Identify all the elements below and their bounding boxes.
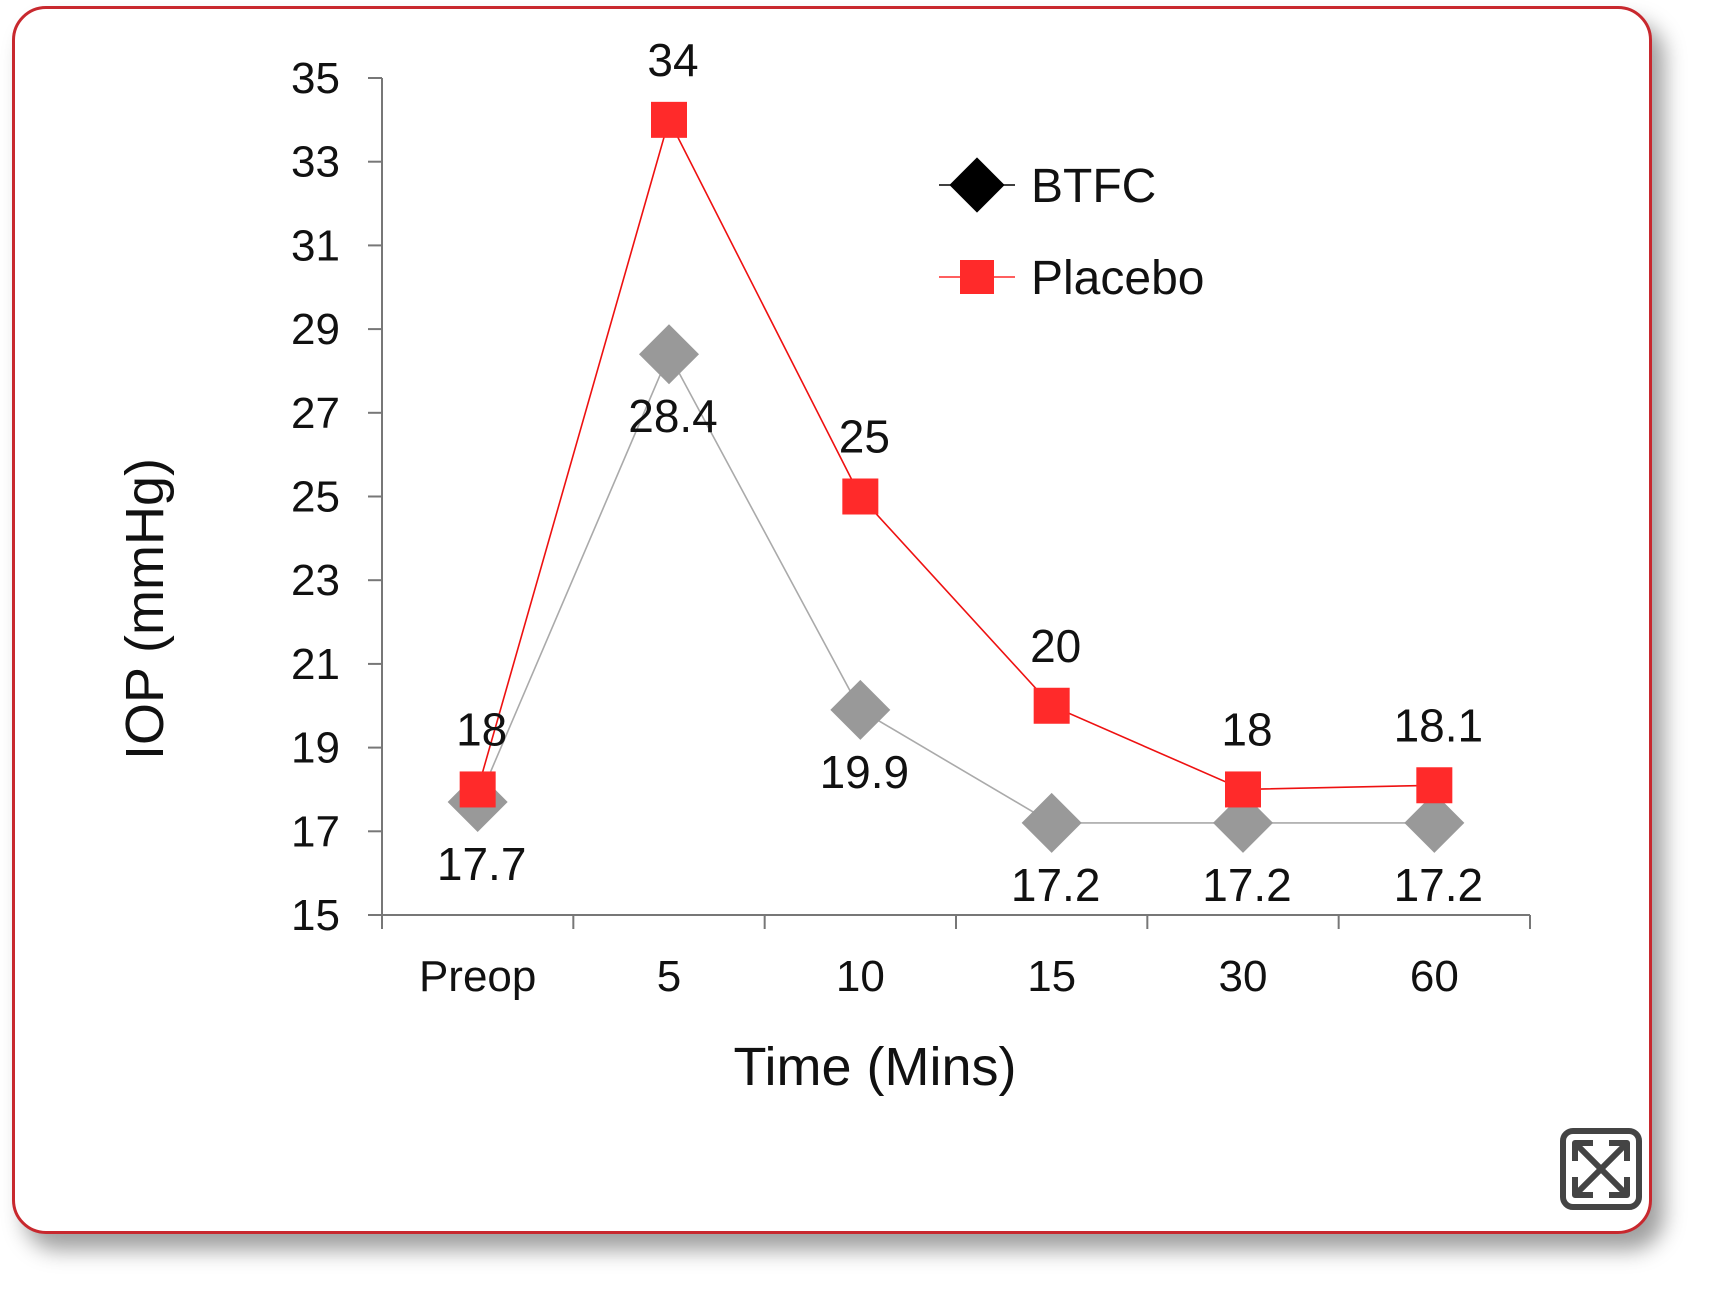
btfc-legend-marker — [949, 157, 1005, 213]
y-axis-title: IOP (mmHg) — [115, 458, 175, 760]
y-tick-label: 25 — [291, 473, 340, 522]
x-axis-title: Time (Mins) — [734, 1037, 1017, 1097]
btfc-point — [830, 679, 891, 740]
legend: BTFC Placebo — [939, 157, 1204, 305]
placebo-data-label: 25 — [839, 411, 890, 463]
y-tick-label: 19 — [291, 724, 340, 773]
placebo-data-label: 34 — [647, 34, 698, 86]
placebo-point — [1416, 767, 1453, 804]
placebo-point — [1225, 771, 1261, 808]
btfc-point — [1404, 792, 1465, 853]
btfc-point — [1213, 792, 1273, 853]
x-tick-label: 10 — [836, 952, 885, 1001]
x-tick-label: 60 — [1410, 952, 1459, 1001]
y-tick-label: 29 — [291, 305, 340, 354]
x-tick-label: 5 — [657, 952, 681, 1001]
x-tick-label: 15 — [1027, 952, 1076, 1001]
x-tick-label: 30 — [1219, 952, 1268, 1001]
y-tick-label: 35 — [291, 54, 340, 103]
btfc-data-label: 17.2 — [1011, 859, 1101, 911]
series-lines — [476, 117, 1435, 824]
y-tick-label: 15 — [291, 891, 340, 940]
placebo-data-label: 18.1 — [1394, 699, 1484, 751]
btfc-point — [639, 324, 699, 385]
y-tick-label: 23 — [291, 556, 340, 605]
series-markers — [447, 101, 1465, 853]
chart-card: 15 17 19 21 23 25 27 29 31 33 35 Preop 5 10 15 30 60 17.… — [12, 6, 1652, 1234]
expand-arrows-icon — [1560, 1128, 1642, 1210]
placebo-point — [1033, 687, 1070, 724]
y-tick-label: 21 — [291, 640, 340, 689]
y-tick-label: 27 — [291, 389, 340, 438]
btfc-data-label: 19.9 — [820, 746, 910, 798]
placebo-point — [459, 771, 496, 808]
placebo-data-label: 18 — [456, 703, 507, 755]
placebo-series-line — [476, 117, 1435, 791]
y-tick-label: 31 — [291, 221, 340, 270]
placebo-legend-marker — [960, 260, 994, 294]
btfc-data-label: 28.4 — [628, 390, 718, 442]
placebo-point — [651, 101, 687, 138]
x-tick-label: Preop — [419, 952, 536, 1001]
data-labels: 17.7 28.4 19.9 17.2 17.2 17.2 18 34 25 20 18 18.1 — [437, 34, 1483, 911]
placebo-point — [842, 478, 879, 515]
btfc-data-label: 17.7 — [437, 838, 527, 890]
btfc-point — [1021, 792, 1082, 853]
btfc-data-label: 17.2 — [1202, 859, 1292, 911]
placebo-data-label: 20 — [1030, 620, 1081, 672]
placebo-data-label: 18 — [1221, 703, 1272, 755]
btfc-data-label: 17.2 — [1394, 859, 1484, 911]
btfc-series-line — [476, 352, 1435, 824]
iop-line-chart: 15 17 19 21 23 25 27 29 31 33 35 Preop 5 10 15 30 60 17.… — [115, 34, 1531, 1097]
y-tick-label: 17 — [291, 807, 340, 856]
placebo-legend-label: Placebo — [1031, 252, 1204, 305]
expand-button[interactable] — [1559, 1127, 1643, 1211]
y-tick-label: 33 — [291, 138, 340, 187]
axes: 15 17 19 21 23 25 27 29 31 33 35 Preop 5 10 15 30 60 — [291, 54, 1531, 1001]
btfc-legend-label: BTFC — [1031, 160, 1156, 213]
